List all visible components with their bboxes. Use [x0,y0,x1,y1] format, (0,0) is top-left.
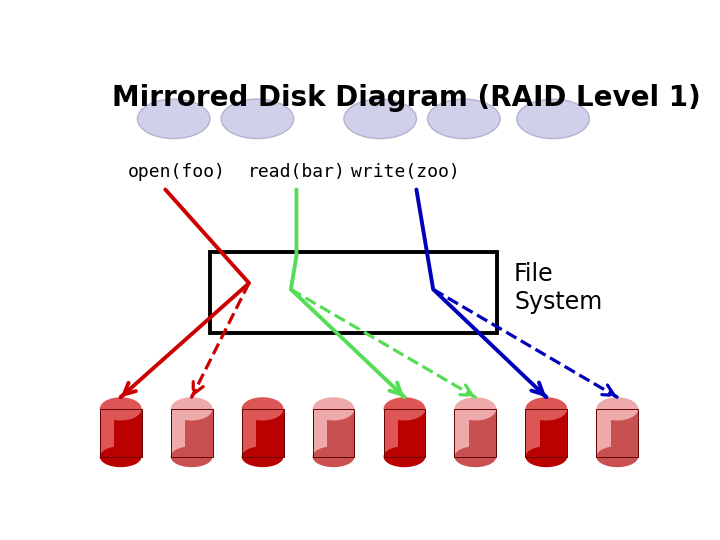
Bar [210,252,498,333]
Bar [384,409,426,457]
Bar [100,409,142,457]
Ellipse shape [596,446,638,467]
Bar [398,409,426,457]
Ellipse shape [454,446,496,467]
Ellipse shape [526,397,567,421]
Bar [540,409,567,457]
Bar [171,409,185,457]
Ellipse shape [428,99,500,139]
Bar [185,409,212,457]
Bar [454,409,469,457]
Bar [114,409,142,457]
Bar [312,409,354,457]
Ellipse shape [596,397,638,421]
Bar [100,409,114,457]
Text: open(foo): open(foo) [127,163,225,181]
Ellipse shape [384,446,426,467]
Bar [454,409,496,457]
Ellipse shape [242,397,284,421]
Text: File
System: File System [514,262,603,314]
Bar [256,409,284,457]
Ellipse shape [171,446,212,467]
Bar [328,409,354,457]
Bar [242,409,256,457]
Bar [596,409,611,457]
Ellipse shape [312,446,354,467]
Bar [171,409,212,457]
Bar [611,409,638,457]
Ellipse shape [100,397,142,421]
Bar [384,409,398,457]
Ellipse shape [242,446,284,467]
Ellipse shape [221,99,294,139]
Bar [312,409,328,457]
Ellipse shape [171,397,212,421]
Ellipse shape [100,446,142,467]
Ellipse shape [517,99,590,139]
Ellipse shape [454,397,496,421]
Ellipse shape [526,446,567,467]
Bar [469,409,496,457]
Ellipse shape [138,99,210,139]
Bar [526,409,540,457]
Ellipse shape [312,397,354,421]
Ellipse shape [384,397,426,421]
Bar [596,409,638,457]
Bar [242,409,284,457]
Ellipse shape [344,99,416,139]
Text: Mirrored Disk Diagram (RAID Level 1): Mirrored Disk Diagram (RAID Level 1) [112,84,701,112]
Text: read(bar): read(bar) [248,163,346,181]
Bar [526,409,567,457]
Text: write(zoo): write(zoo) [351,163,459,181]
